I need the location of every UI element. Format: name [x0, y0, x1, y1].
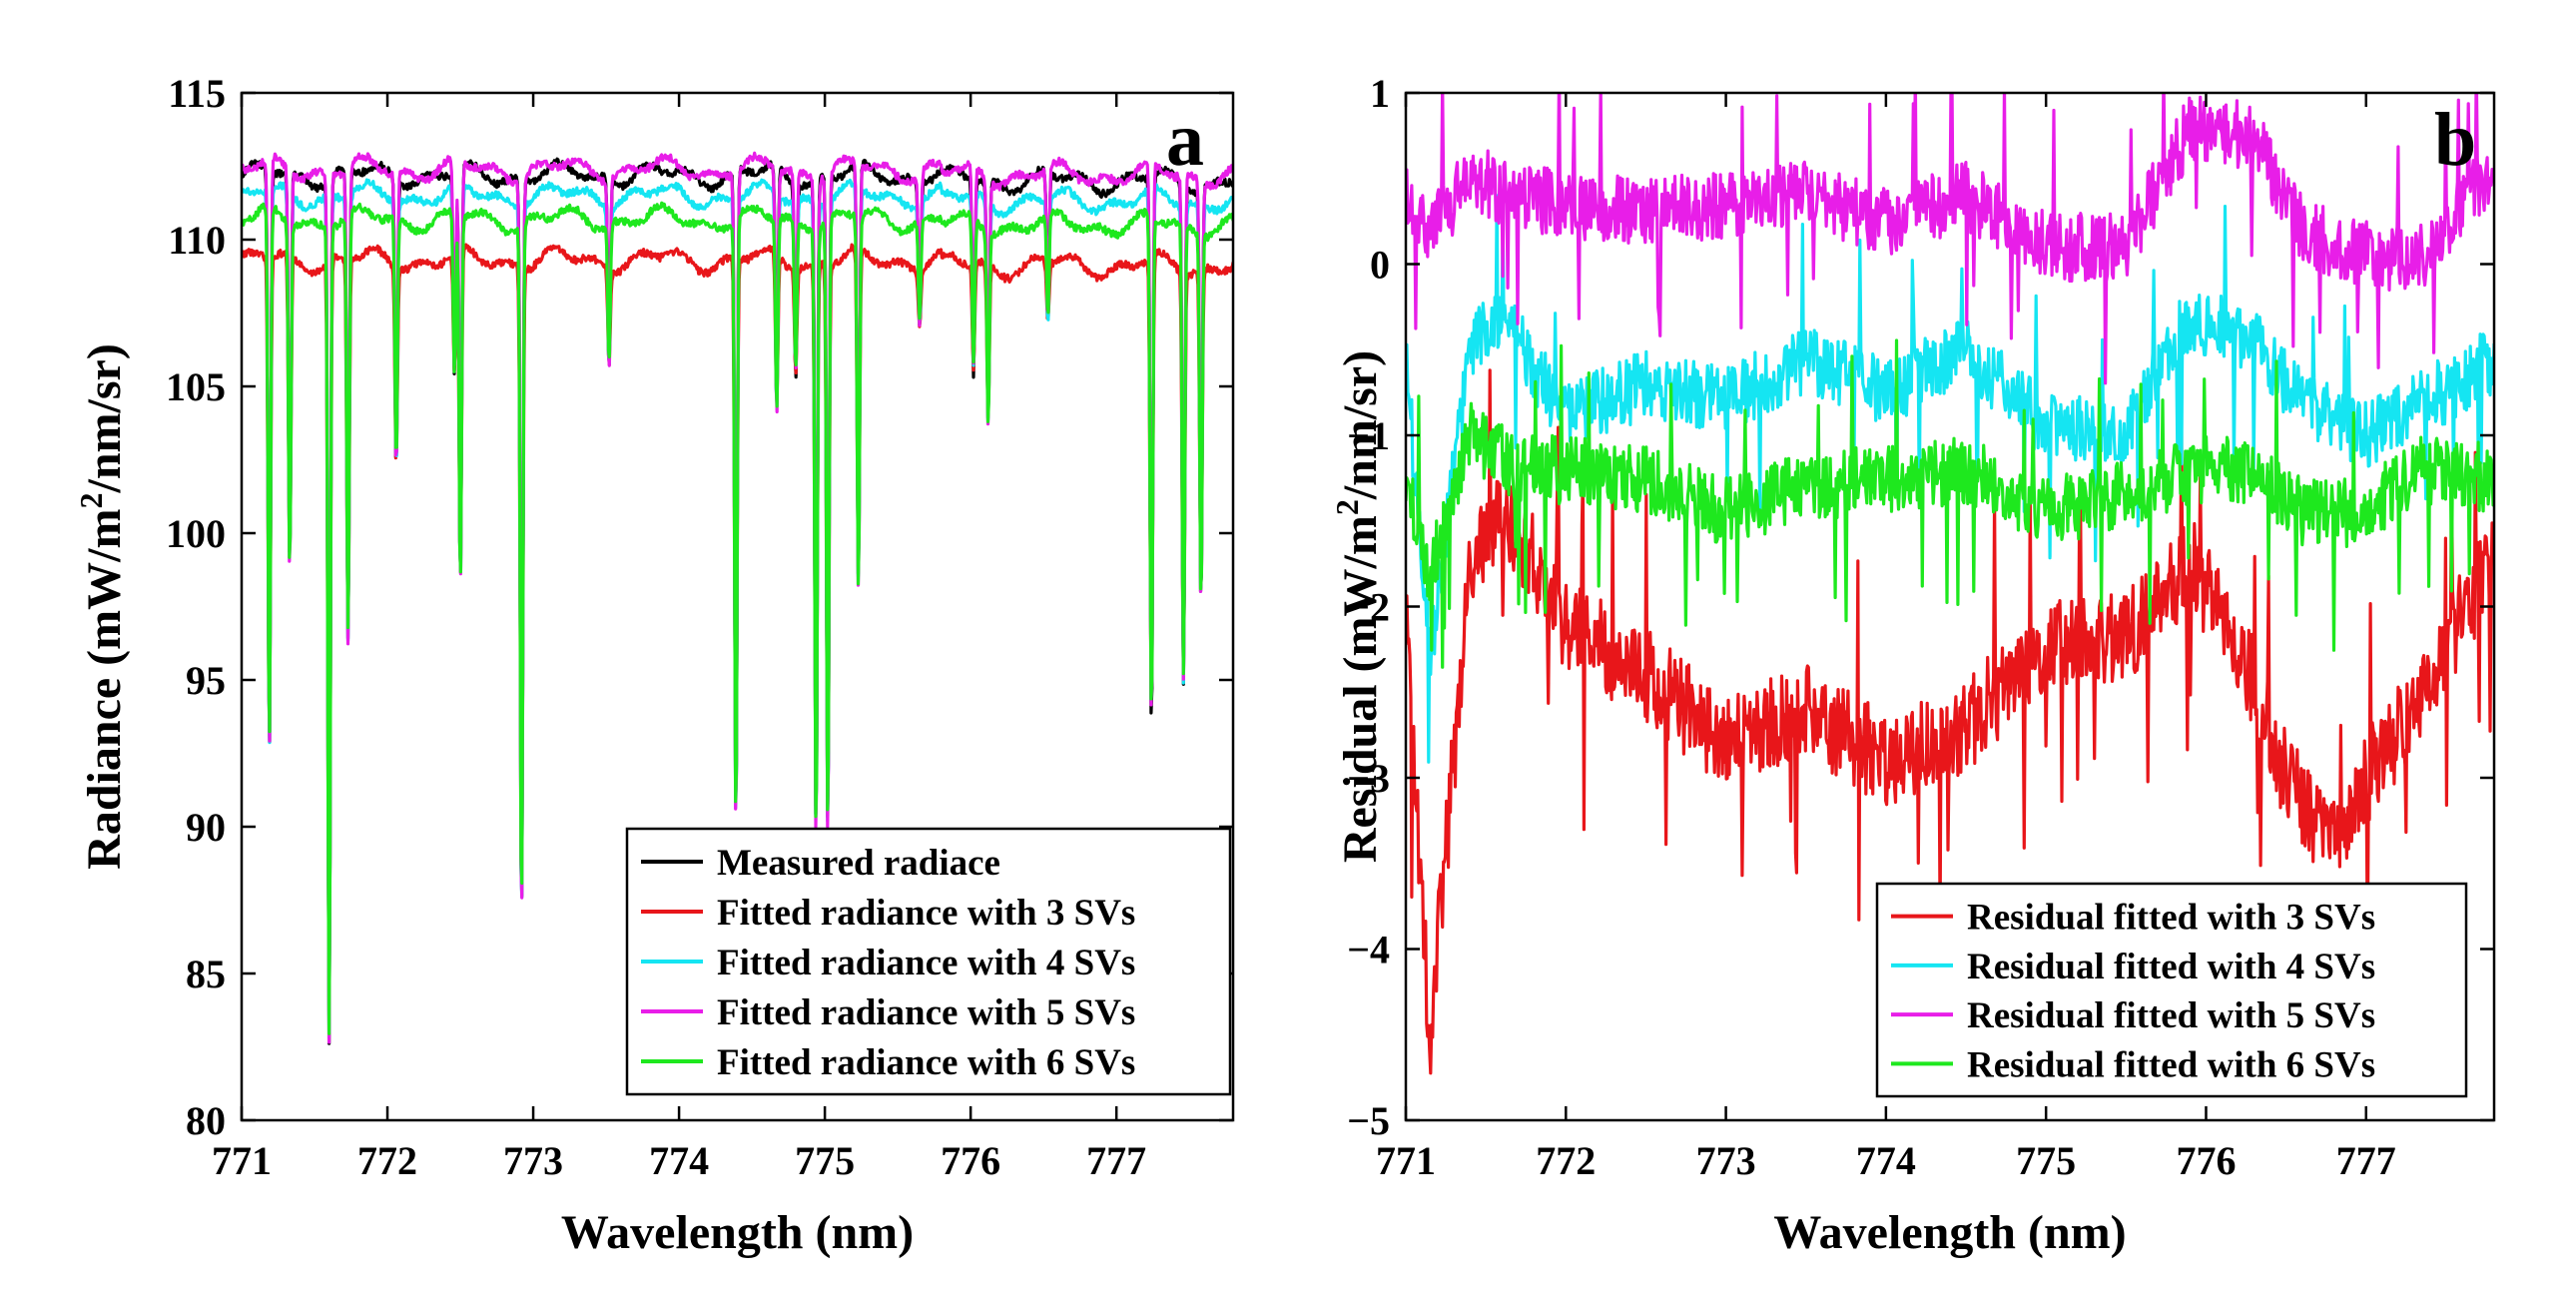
legend-entry: Measured radiace	[717, 843, 1000, 884]
y-tick-label: 85	[186, 952, 226, 996]
y-tick-label: −4	[1347, 928, 1390, 972]
y-tick-label: 110	[168, 218, 226, 263]
legend: Residual fitted with 3 SVs Residual fitte…	[1875, 882, 2468, 1098]
y-tick-label: −2	[1347, 585, 1390, 630]
y-tick-label: −1	[1347, 413, 1390, 458]
y-tick-label: 95	[186, 658, 226, 703]
y-tick-label: 90	[186, 805, 226, 850]
legend-entry: Fitted radiance with 6 SVs	[717, 1042, 1135, 1083]
x-tick-label: 772	[1536, 1138, 1596, 1183]
panel-label: b	[2434, 98, 2476, 182]
legend-entry: Residual fitted with 4 SVs	[1967, 947, 2375, 987]
y-tick-label: −5	[1347, 1098, 1390, 1143]
y-tick-label: 1	[1370, 71, 1390, 116]
x-axis-label: Wavelength (nm)	[561, 1206, 914, 1259]
series-line	[242, 201, 1233, 1035]
y-tick-label: 80	[186, 1098, 226, 1143]
x-tick-label: 771	[1376, 1138, 1436, 1183]
y-tick-label: 0	[1370, 243, 1390, 288]
panel-a: 771 772 773 774 775 776 777 80 85 90 95 100 105 110 11…	[73, 71, 1235, 1259]
legend-entry: Residual fitted with 5 SVs	[1967, 995, 2375, 1036]
panel-b: 771 772 773 774 775 776 777 −5 −4 −3 −2 −1 0 1 Wavelen…	[1329, 71, 2496, 1259]
legend-entry: Residual fitted with 6 SVs	[1967, 1044, 2375, 1085]
legend-entry: Fitted radiance with 3 SVs	[717, 893, 1135, 934]
legend-entry: Residual fitted with 3 SVs	[1967, 898, 2375, 939]
x-tick-label: 775	[2016, 1138, 2076, 1183]
x-axis-label: Wavelength (nm)	[1773, 1206, 2126, 1259]
y-tick-label: 105	[166, 364, 226, 409]
x-tick-label: 775	[795, 1138, 855, 1183]
x-tick-label: 774	[649, 1138, 709, 1183]
x-tick-label: 773	[1696, 1138, 1756, 1183]
y-axis-label: Radiance (mW/m2/nm/sr)	[73, 343, 131, 870]
axes-frame	[240, 91, 1235, 1122]
series-line	[1406, 338, 2494, 669]
y-tick-label: −3	[1347, 756, 1390, 801]
x-tick-label: 776	[941, 1138, 1000, 1183]
legend-box	[625, 827, 1232, 1096]
legend-entry: Fitted radiance with 4 SVs	[717, 943, 1135, 983]
x-tick-label: 773	[503, 1138, 563, 1183]
x-tick-label: 777	[2336, 1138, 2396, 1183]
legend: Measured radiace Fitted radiance with 3 S…	[625, 827, 1232, 1096]
x-tick-label: 771	[212, 1138, 272, 1183]
series-line	[1406, 368, 2494, 1075]
panel-label: a	[1166, 98, 1204, 182]
x-tick-label: 774	[1856, 1138, 1916, 1183]
y-axis-label: Residual (mW/m2/nm/sr)	[1329, 350, 1387, 863]
plot-area	[1406, 93, 2494, 1075]
y-tick-label: 115	[168, 71, 226, 116]
x-tick-label: 772	[357, 1138, 417, 1183]
legend-entry: Fitted radiance with 5 SVs	[717, 992, 1135, 1033]
legend-box	[1875, 882, 2468, 1098]
y-tick-label: 100	[166, 511, 226, 556]
series-line	[1406, 93, 2494, 385]
x-tick-label: 776	[2176, 1138, 2236, 1183]
plot-area	[242, 151, 1233, 1045]
x-tick-label: 777	[1086, 1138, 1146, 1183]
